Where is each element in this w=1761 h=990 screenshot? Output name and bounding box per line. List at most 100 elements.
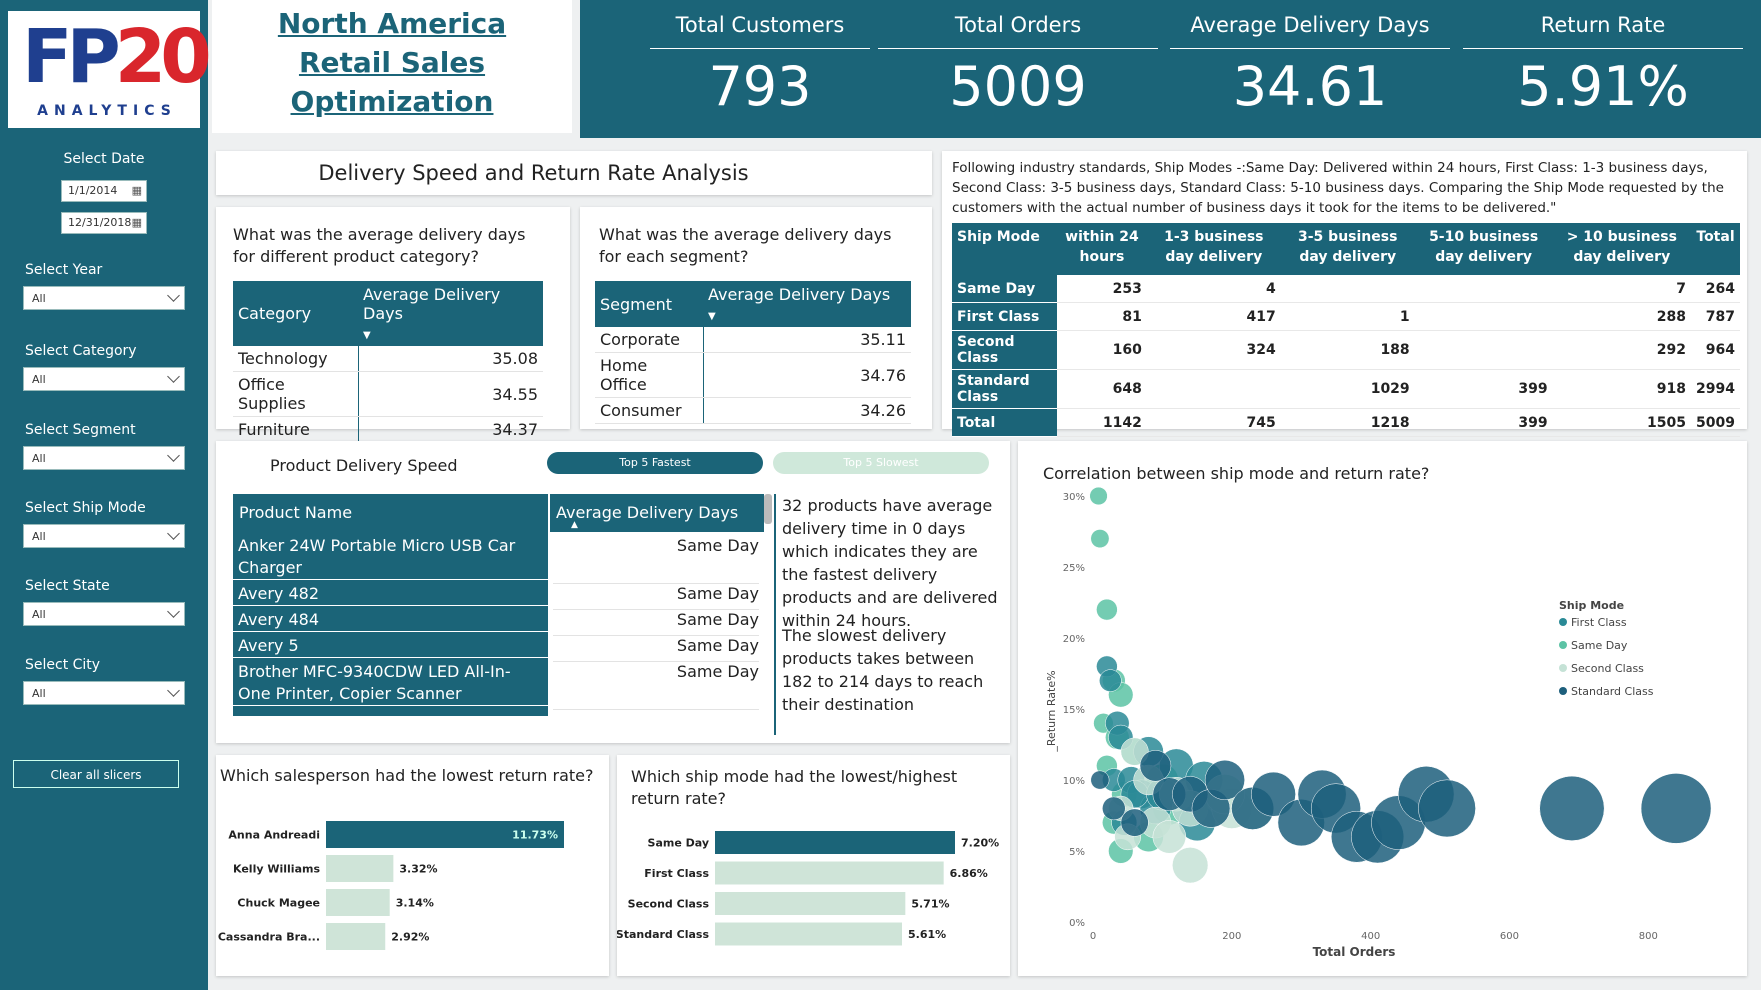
bar[interactable]: [326, 923, 386, 950]
scatter-point[interactable]: [1539, 775, 1605, 841]
bar-category-label: Same Day: [648, 837, 709, 850]
scatter-point[interactable]: [1120, 737, 1149, 766]
scrollbar-thumb[interactable]: [764, 494, 772, 524]
sort-desc-icon[interactable]: ▼: [708, 311, 716, 322]
product-name: Avery 484: [233, 606, 548, 632]
date-to-input[interactable]: 12/31/2018 ▦: [61, 212, 147, 234]
table-row[interactable]: Consumer 34.26: [595, 397, 911, 424]
matrix-row[interactable]: First Class 81 417 1 288 787: [952, 302, 1740, 331]
date-to-value: 12/31/2018: [68, 216, 132, 229]
y-tick-label: 0%: [1069, 918, 1085, 929]
table-row[interactable]: Technology 35.08: [233, 346, 543, 372]
table-row[interactable]: Corporate 35.11: [595, 327, 911, 353]
x-tick-label: 0: [1090, 931, 1096, 942]
matrix-col-header[interactable]: within 24 hours: [1057, 223, 1147, 275]
col-header-avg-days[interactable]: Average Delivery Days ▼: [358, 281, 543, 346]
scatter-point[interactable]: [1152, 820, 1187, 854]
col-header-product-name[interactable]: Product Name: [239, 503, 353, 522]
legend-entry[interactable]: Second Class: [1571, 662, 1644, 675]
chevron-down-icon[interactable]: [167, 527, 180, 540]
fastest-note: 32 products have average delivery time i…: [782, 496, 998, 630]
kpi-label: Average Delivery Days: [1190, 13, 1430, 37]
top5-slowest-button[interactable]: Top 5 Slowest: [773, 452, 989, 474]
matrix-cell: 1029: [1280, 369, 1415, 409]
bar[interactable]: [715, 922, 902, 946]
matrix-col-header[interactable]: 5-10 business day delivery: [1414, 223, 1553, 275]
scatter-point[interactable]: [1090, 770, 1110, 790]
sort-desc-icon[interactable]: ▼: [363, 330, 371, 341]
scatter-point[interactable]: [1120, 808, 1149, 837]
table-row[interactable]: Furniture 34.37: [233, 416, 543, 443]
product-row[interactable]: Brother MFC-9340CDW LED All-In-One Print…: [233, 658, 764, 710]
product-speed-title: Product Delivery Speed: [270, 456, 458, 475]
logo-part2: 20: [114, 14, 212, 100]
chevron-down-icon[interactable]: [167, 684, 180, 697]
scatter-point[interactable]: [1640, 773, 1712, 844]
bar[interactable]: [715, 831, 955, 854]
legend-entry[interactable]: First Class: [1571, 616, 1627, 629]
top5-fastest-button[interactable]: Top 5 Fastest: [547, 452, 763, 474]
matrix-col-header[interactable]: > 10 business day delivery: [1552, 223, 1691, 275]
scatter-point[interactable]: [1172, 847, 1209, 884]
bar[interactable]: [715, 861, 944, 885]
product-row[interactable]: Avery 482 Same Day: [233, 580, 764, 610]
section-title-card: Delivery Speed and Return Rate Analysis: [216, 151, 932, 195]
chevron-down-icon[interactable]: [167, 449, 180, 462]
matrix-cell: 417: [1146, 302, 1281, 331]
filter-dropdown[interactable]: All: [23, 602, 185, 626]
filter-dropdown[interactable]: All: [23, 367, 185, 391]
clear-all-slicers-button[interactable]: Clear all slicers: [13, 760, 179, 788]
bar[interactable]: [715, 892, 906, 915]
scatter-point[interactable]: [1099, 669, 1122, 692]
matrix-row[interactable]: Same Day 253 4 7 264: [952, 275, 1740, 303]
sort-asc-icon[interactable]: ▲: [571, 520, 578, 530]
kpi-total-customers: Total Customers 793: [650, 0, 870, 118]
chevron-down-icon[interactable]: [167, 289, 180, 302]
product-row[interactable]: Anker 24W Portable Micro USB Car Charger…: [233, 532, 764, 584]
product-row[interactable]: Avery 484 Same Day: [233, 606, 764, 636]
category-value: 34.37: [358, 416, 543, 443]
product-table-header: Product Name Average Delivery Days ▲: [233, 494, 764, 532]
matrix-row[interactable]: Total 1142 745 1218 399 1505 5009: [952, 408, 1740, 437]
bar[interactable]: [326, 889, 390, 916]
matrix-cell: [1414, 275, 1553, 303]
legend-entry[interactable]: Same Day: [1571, 639, 1628, 652]
scatter-point[interactable]: [1139, 750, 1172, 782]
filter-dropdown[interactable]: All: [23, 446, 185, 470]
col-header-segment[interactable]: Segment: [595, 281, 703, 327]
legend-entry[interactable]: Standard Class: [1571, 685, 1654, 698]
chevron-down-icon[interactable]: [167, 605, 180, 618]
filter-dropdown[interactable]: All: [23, 524, 185, 548]
filter-dropdown[interactable]: All: [23, 681, 185, 705]
matrix-col-header[interactable]: 1-3 business day delivery: [1146, 223, 1281, 275]
col-header-avg-days[interactable]: Average Delivery Days ▼: [703, 281, 911, 327]
table-row[interactable]: Office Supplies 34.55: [233, 371, 543, 417]
scatter-point[interactable]: [1204, 759, 1245, 801]
col-header-avg-days[interactable]: Average Delivery Days: [556, 503, 739, 522]
bar[interactable]: [326, 855, 394, 882]
matrix-col-header[interactable]: Ship Mode: [952, 223, 1057, 275]
scatter-point[interactable]: [1251, 771, 1296, 817]
scatter-point[interactable]: [1102, 796, 1126, 821]
scatter-point[interactable]: [1418, 779, 1476, 838]
calendar-icon[interactable]: ▦: [131, 216, 142, 229]
product-value: Same Day: [553, 606, 759, 636]
product-row[interactable]: Avery 5 Same Day: [233, 632, 764, 662]
matrix-row[interactable]: Standard Class 648 1029 399 918 2994: [952, 369, 1740, 409]
matrix-row[interactable]: Second Class 160 324 188 292 964: [952, 330, 1740, 370]
col-header-label: Average Delivery Days: [708, 285, 891, 304]
matrix-col-header[interactable]: Total: [1691, 223, 1740, 275]
kpi-divider: [878, 48, 1158, 49]
chevron-down-icon[interactable]: [167, 370, 180, 383]
date-from-input[interactable]: 1/1/2014 ▦: [61, 180, 147, 202]
bar-category-label: Kelly Williams: [233, 863, 320, 876]
calendar-icon[interactable]: ▦: [131, 184, 142, 197]
filter-dropdown[interactable]: All: [23, 286, 185, 310]
scatter-point[interactable]: [1089, 486, 1108, 506]
table-row[interactable]: Home Office 34.76: [595, 352, 911, 398]
col-header-category[interactable]: Category: [233, 281, 358, 346]
bar[interactable]: [326, 821, 564, 848]
matrix-col-header[interactable]: 3-5 business day delivery: [1280, 223, 1415, 275]
scatter-point[interactable]: [1096, 598, 1118, 621]
scatter-point[interactable]: [1090, 529, 1110, 549]
